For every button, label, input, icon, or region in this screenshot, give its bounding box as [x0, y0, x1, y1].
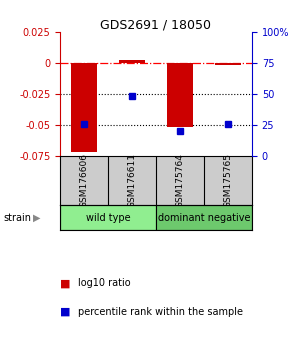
- Text: ■: ■: [60, 278, 70, 288]
- Bar: [71, 63, 97, 152]
- Text: log10 ratio: log10 ratio: [78, 278, 130, 288]
- Text: percentile rank within the sample: percentile rank within the sample: [78, 307, 243, 316]
- Title: GDS2691 / 18050: GDS2691 / 18050: [100, 19, 212, 32]
- Bar: [119, 61, 145, 63]
- Text: GSM175764: GSM175764: [176, 153, 184, 208]
- Text: GSM176606: GSM176606: [80, 153, 88, 208]
- Text: GSM176611: GSM176611: [128, 153, 136, 208]
- Text: wild type: wild type: [86, 213, 130, 223]
- Bar: [156, 205, 252, 230]
- Text: strain: strain: [3, 213, 31, 223]
- Bar: [215, 63, 241, 65]
- Text: dominant negative: dominant negative: [158, 213, 250, 223]
- Text: ■: ■: [60, 307, 70, 316]
- Bar: [167, 63, 193, 127]
- Bar: [60, 205, 156, 230]
- Text: GSM175765: GSM175765: [224, 153, 232, 208]
- Text: ▶: ▶: [33, 213, 40, 223]
